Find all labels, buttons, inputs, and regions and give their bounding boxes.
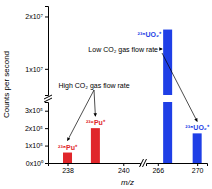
- tick-label: 266: [152, 167, 164, 174]
- tick-mark: [45, 111, 48, 112]
- y-axis: 0x10⁰ 1x10⁵ 2x10⁵ 3x10⁵: [25, 103, 49, 167]
- tick: 1x10⁷: [25, 66, 48, 73]
- tick-mark: [45, 128, 48, 129]
- axis-break: [44, 98, 52, 102]
- axis-line: [45, 7, 49, 96]
- tick: 2x10⁵: [25, 125, 48, 132]
- y-axis: 1x10⁷ 2x10⁷: [25, 7, 48, 96]
- tick-label: 238: [62, 167, 74, 174]
- annotation-arrow: [160, 49, 162, 50]
- tick-label: 2x10⁵: [25, 125, 43, 132]
- bar-label: ²³⁸Pu⁺: [58, 144, 78, 151]
- axis-line: [45, 103, 49, 164]
- annotation-arrow: [162, 53, 197, 121]
- bar-label: ²³⁵UO₂⁺: [138, 31, 163, 38]
- tick: 0x10⁰: [26, 160, 48, 167]
- tick: 2x10⁷: [25, 13, 48, 20]
- annotation: High CO₂ gas flow rate: [58, 82, 129, 90]
- tick-mark: [45, 69, 48, 70]
- bar-label: ²³⁸UO₂⁺: [185, 124, 210, 131]
- tick-label: 3x10⁵: [25, 107, 43, 114]
- annotation-arrow: [68, 90, 94, 141]
- x-axis: 238 240: [49, 163, 141, 174]
- tick: 270: [192, 163, 204, 174]
- tick-mark: [45, 163, 48, 164]
- tick-mark: [197, 163, 198, 166]
- tick-label: 1x10⁵: [25, 142, 43, 149]
- tick: 3x10⁵: [25, 107, 48, 114]
- bar: [91, 128, 100, 163]
- tick: 266: [152, 163, 164, 174]
- tick-mark: [45, 146, 48, 147]
- tick-label: 270: [192, 167, 204, 174]
- annotation: Low CO₂ gas flow rate: [88, 46, 158, 54]
- y-axis-title: Counts per second: [2, 51, 11, 118]
- tick-label: 2x10⁷: [25, 13, 43, 20]
- axis-break: [143, 159, 147, 167]
- x-axis: 266 270: [147, 163, 208, 174]
- axis-line: [147, 164, 208, 167]
- bar: [163, 30, 172, 95]
- plot-area: [163, 30, 172, 95]
- plot-area: [63, 153, 72, 163]
- tick-mark: [45, 16, 48, 17]
- annotation-arrow: [94, 90, 95, 116]
- bar-label: ²³⁹Pu⁺: [86, 119, 106, 126]
- tick: 240: [118, 163, 130, 174]
- tick-mark: [123, 163, 124, 166]
- bar: [163, 102, 172, 163]
- tick-label: 0x10⁰: [26, 160, 44, 167]
- x-axis-title: m/z: [121, 178, 134, 187]
- tick-mark: [68, 163, 69, 166]
- plot-area: [163, 102, 172, 163]
- tick: 238: [62, 163, 74, 174]
- chart: 0x10⁰1x10⁵2x10⁵3x10⁵1x10⁷2x10⁷2382402662…: [0, 0, 212, 189]
- bar: [63, 153, 72, 163]
- plot-area: [193, 133, 202, 163]
- tick: 1x10⁵: [25, 142, 48, 149]
- tick-label: 240: [118, 167, 130, 174]
- tick-label: 1x10⁷: [25, 66, 43, 73]
- axis-line: [49, 164, 141, 167]
- plot-area: [91, 128, 100, 163]
- bar: [193, 133, 202, 163]
- tick-mark: [158, 163, 159, 166]
